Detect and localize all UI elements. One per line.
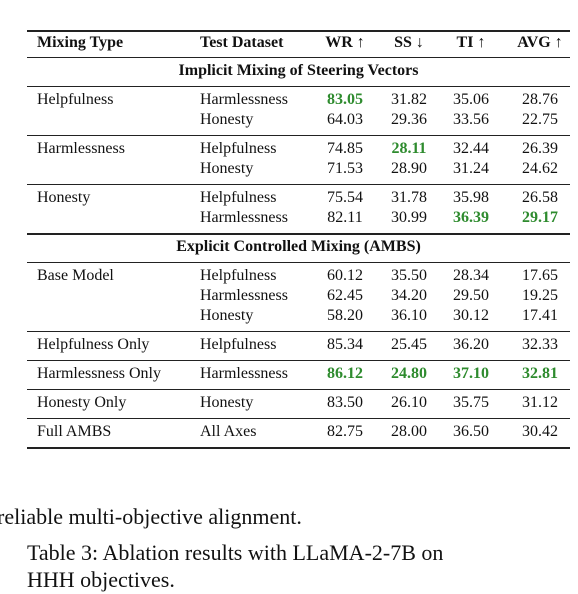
cell-value: 31.78 xyxy=(391,189,427,206)
test-dataset: Honesty xyxy=(200,160,254,177)
mixing-type: Honesty Only xyxy=(37,394,127,411)
test-dataset: Harmlessness xyxy=(200,91,288,108)
cell-value: 64.03 xyxy=(327,111,363,128)
cell-value: 86.12 xyxy=(327,365,363,382)
cell-value: 28.90 xyxy=(391,160,427,177)
section-title: Explicit Controlled Mixing (AMBS) xyxy=(176,238,421,255)
test-dataset: Honesty xyxy=(200,111,254,128)
cell-value: 31.82 xyxy=(391,91,427,108)
mixing-type: Honesty xyxy=(37,189,91,206)
cell-value: 31.24 xyxy=(453,160,489,177)
mixing-type: Helpfulness Only xyxy=(37,336,150,353)
cell-value: 28.00 xyxy=(391,423,427,440)
rule xyxy=(27,86,570,87)
mixing-type: Harmlessness Only xyxy=(37,365,161,382)
cell-value: 24.62 xyxy=(522,160,558,177)
test-dataset: All Axes xyxy=(200,423,257,440)
cell-value: 29.50 xyxy=(453,287,489,304)
cell-value: 25.45 xyxy=(391,336,427,353)
cell-value: 17.65 xyxy=(522,267,558,284)
mixing-type: Full AMBS xyxy=(37,423,112,440)
rule xyxy=(27,331,570,332)
mixing-type: Harmlessness xyxy=(37,140,125,157)
cell-value: 37.10 xyxy=(453,365,489,382)
rule xyxy=(27,418,570,419)
cell-value: 26.10 xyxy=(391,394,427,411)
cell-value: 29.17 xyxy=(522,209,558,226)
cell-value: 30.42 xyxy=(522,423,558,440)
test-dataset: Honesty xyxy=(200,307,254,324)
column-header: AVG ↑ xyxy=(517,34,563,51)
cell-value: 74.85 xyxy=(327,140,363,157)
cell-value: 33.56 xyxy=(453,111,489,128)
cell-value: 26.39 xyxy=(522,140,558,157)
column-header: Test Dataset xyxy=(200,34,284,51)
caption: Table 3: Ablation results with LLaMA-2-7… xyxy=(27,540,444,565)
cell-value: 22.75 xyxy=(522,111,558,128)
column-header: SS ↓ xyxy=(394,34,424,51)
cell-value: 60.12 xyxy=(327,267,363,284)
cell-value: 28.11 xyxy=(391,140,427,157)
cell-value: 35.75 xyxy=(453,394,489,411)
test-dataset: Harmlessness xyxy=(200,209,288,226)
cell-value: 32.33 xyxy=(522,336,558,353)
cell-value: 30.12 xyxy=(453,307,489,324)
test-dataset: Helpfulness xyxy=(200,189,277,206)
cell-value: 17.41 xyxy=(522,307,558,324)
body-text: reliable multi-objective alignment. xyxy=(0,504,302,529)
cell-value: 31.12 xyxy=(522,394,558,411)
rule xyxy=(27,30,570,32)
cell-value: 32.81 xyxy=(522,365,558,382)
cell-value: 36.10 xyxy=(391,307,427,324)
cell-value: 28.34 xyxy=(453,267,489,284)
cell-value: 35.06 xyxy=(453,91,489,108)
cell-value: 62.45 xyxy=(327,287,363,304)
cell-value: 85.34 xyxy=(327,336,363,353)
cell-value: 35.50 xyxy=(391,267,427,284)
cell-value: 34.20 xyxy=(391,287,427,304)
mixing-type: Base Model xyxy=(37,267,114,284)
column-header: WR ↑ xyxy=(325,34,365,51)
cell-value: 36.39 xyxy=(453,209,489,226)
cell-value: 32.44 xyxy=(453,140,489,157)
test-dataset: Helpfulness xyxy=(200,140,277,157)
rule xyxy=(27,233,570,235)
rule xyxy=(27,360,570,361)
test-dataset: Harmlessness xyxy=(200,365,288,382)
test-dataset: Helpfulness xyxy=(200,267,277,284)
page: {"table": { "header": ["Mixing Type", "T… xyxy=(0,30,570,592)
cell-value: 36.50 xyxy=(453,423,489,440)
cell-value: 36.20 xyxy=(453,336,489,353)
cell-value: 28.76 xyxy=(522,91,558,108)
section-title: Implicit Mixing of Steering Vectors xyxy=(178,62,419,79)
rule xyxy=(27,389,570,390)
rule xyxy=(27,262,570,263)
cell-value: 82.11 xyxy=(327,209,363,226)
test-dataset: Honesty xyxy=(200,394,254,411)
test-dataset: Helpfulness xyxy=(200,336,277,353)
rule xyxy=(27,447,570,449)
column-header: TI ↑ xyxy=(456,34,486,51)
cell-value: 83.05 xyxy=(327,91,363,108)
cell-value: 30.99 xyxy=(391,209,427,226)
cell-value: 75.54 xyxy=(327,189,363,206)
cell-value: 35.98 xyxy=(453,189,489,206)
cell-value: 29.36 xyxy=(391,111,427,128)
cell-value: 58.20 xyxy=(327,307,363,324)
cell-value: 26.58 xyxy=(522,189,558,206)
cell-value: 83.50 xyxy=(327,394,363,411)
rule xyxy=(27,135,570,136)
caption-continued: HHH objectives. xyxy=(27,567,175,592)
test-dataset: Harmlessness xyxy=(200,287,288,304)
cell-value: 24.80 xyxy=(391,365,427,382)
mixing-type: Helpfulness xyxy=(37,91,114,108)
column-header: Mixing Type xyxy=(37,34,124,51)
rule xyxy=(27,184,570,185)
cell-value: 19.25 xyxy=(522,287,558,304)
cell-value: 82.75 xyxy=(327,423,363,440)
cell-value: 71.53 xyxy=(327,160,363,177)
rule xyxy=(27,57,570,58)
